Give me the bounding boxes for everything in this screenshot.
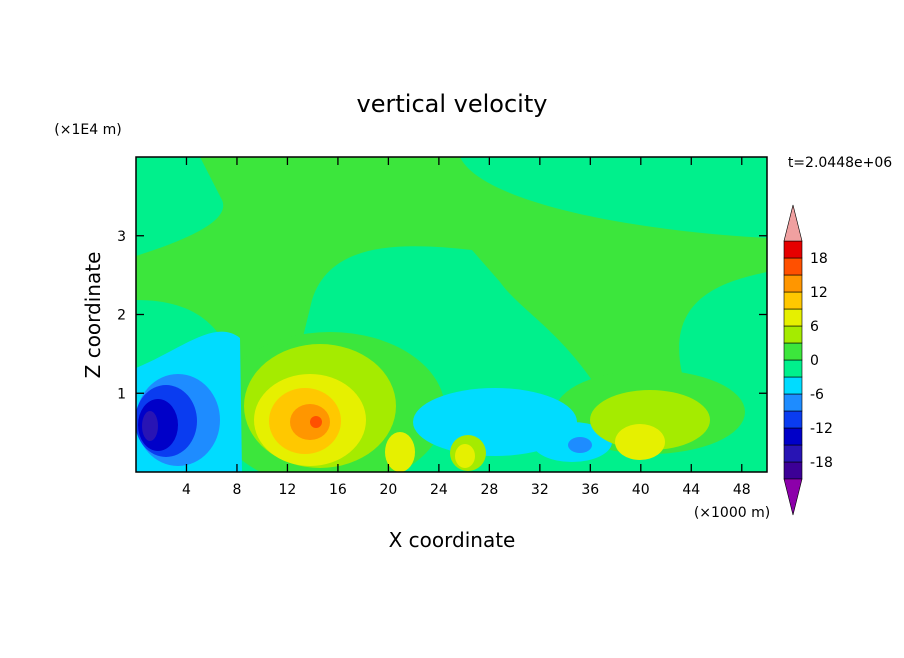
colorbar-box	[783, 325, 803, 344]
x-unit-label: (×1000 m)	[694, 505, 770, 521]
y-unit-label: (×1E4 m)	[54, 122, 121, 138]
colorbar-box	[783, 342, 803, 361]
y-axis-label: Z coordinate	[81, 252, 105, 379]
time-label: t=2.0448e+06	[788, 155, 892, 171]
x-tick-label: 16	[329, 482, 347, 498]
contour-region	[568, 437, 592, 453]
colorbar-box	[783, 274, 803, 293]
x-tick-label: 20	[379, 482, 397, 498]
x-tick-label: 44	[682, 482, 700, 498]
y-tick-label: 2	[117, 308, 126, 324]
contour-region	[142, 411, 158, 441]
x-tick-label: 32	[531, 482, 549, 498]
colorbar-tick-label: -6	[810, 387, 824, 403]
colorbar-tick-label: 0	[810, 353, 819, 369]
colorbar-tick-label: 18	[810, 251, 828, 267]
x-tick-label: 28	[480, 482, 498, 498]
colorbar-box	[783, 308, 803, 327]
contour-region	[615, 424, 665, 460]
colorbar-box	[783, 461, 803, 480]
colorbar-extension-over	[783, 204, 803, 242]
x-tick-label: 12	[279, 482, 297, 498]
contour-region	[455, 444, 475, 468]
colorbar-box	[783, 291, 803, 310]
x-tick-label: 24	[430, 482, 448, 498]
x-tick-label: 48	[733, 482, 751, 498]
x-axis-label: X coordinate	[389, 528, 516, 552]
colorbar-box	[783, 376, 803, 395]
x-tick-label: 4	[182, 482, 191, 498]
colorbar-box	[783, 393, 803, 412]
colorbar-tick-label: 12	[810, 285, 828, 301]
colorbar-box	[783, 444, 803, 463]
x-tick-label: 36	[581, 482, 599, 498]
y-tick-label: 3	[117, 229, 126, 245]
colorbar-tick-label: -12	[810, 421, 833, 437]
chart-title: vertical velocity	[357, 90, 548, 118]
colorbar-box	[783, 257, 803, 276]
colorbar-box	[783, 410, 803, 429]
colorbar-box	[783, 359, 803, 378]
x-tick-label: 40	[632, 482, 650, 498]
contour-field	[136, 157, 767, 472]
x-tick-label: 8	[232, 482, 241, 498]
contour-region	[385, 432, 415, 472]
colorbar-extension-under	[783, 478, 803, 516]
contour-region	[310, 416, 322, 428]
colorbar-tick-label: 6	[810, 319, 819, 335]
colorbar-tick-label: -18	[810, 455, 833, 471]
y-tick-label: 1	[117, 386, 126, 402]
colorbar-box	[783, 240, 803, 259]
colorbar-box	[783, 427, 803, 446]
contour-region	[136, 157, 767, 392]
